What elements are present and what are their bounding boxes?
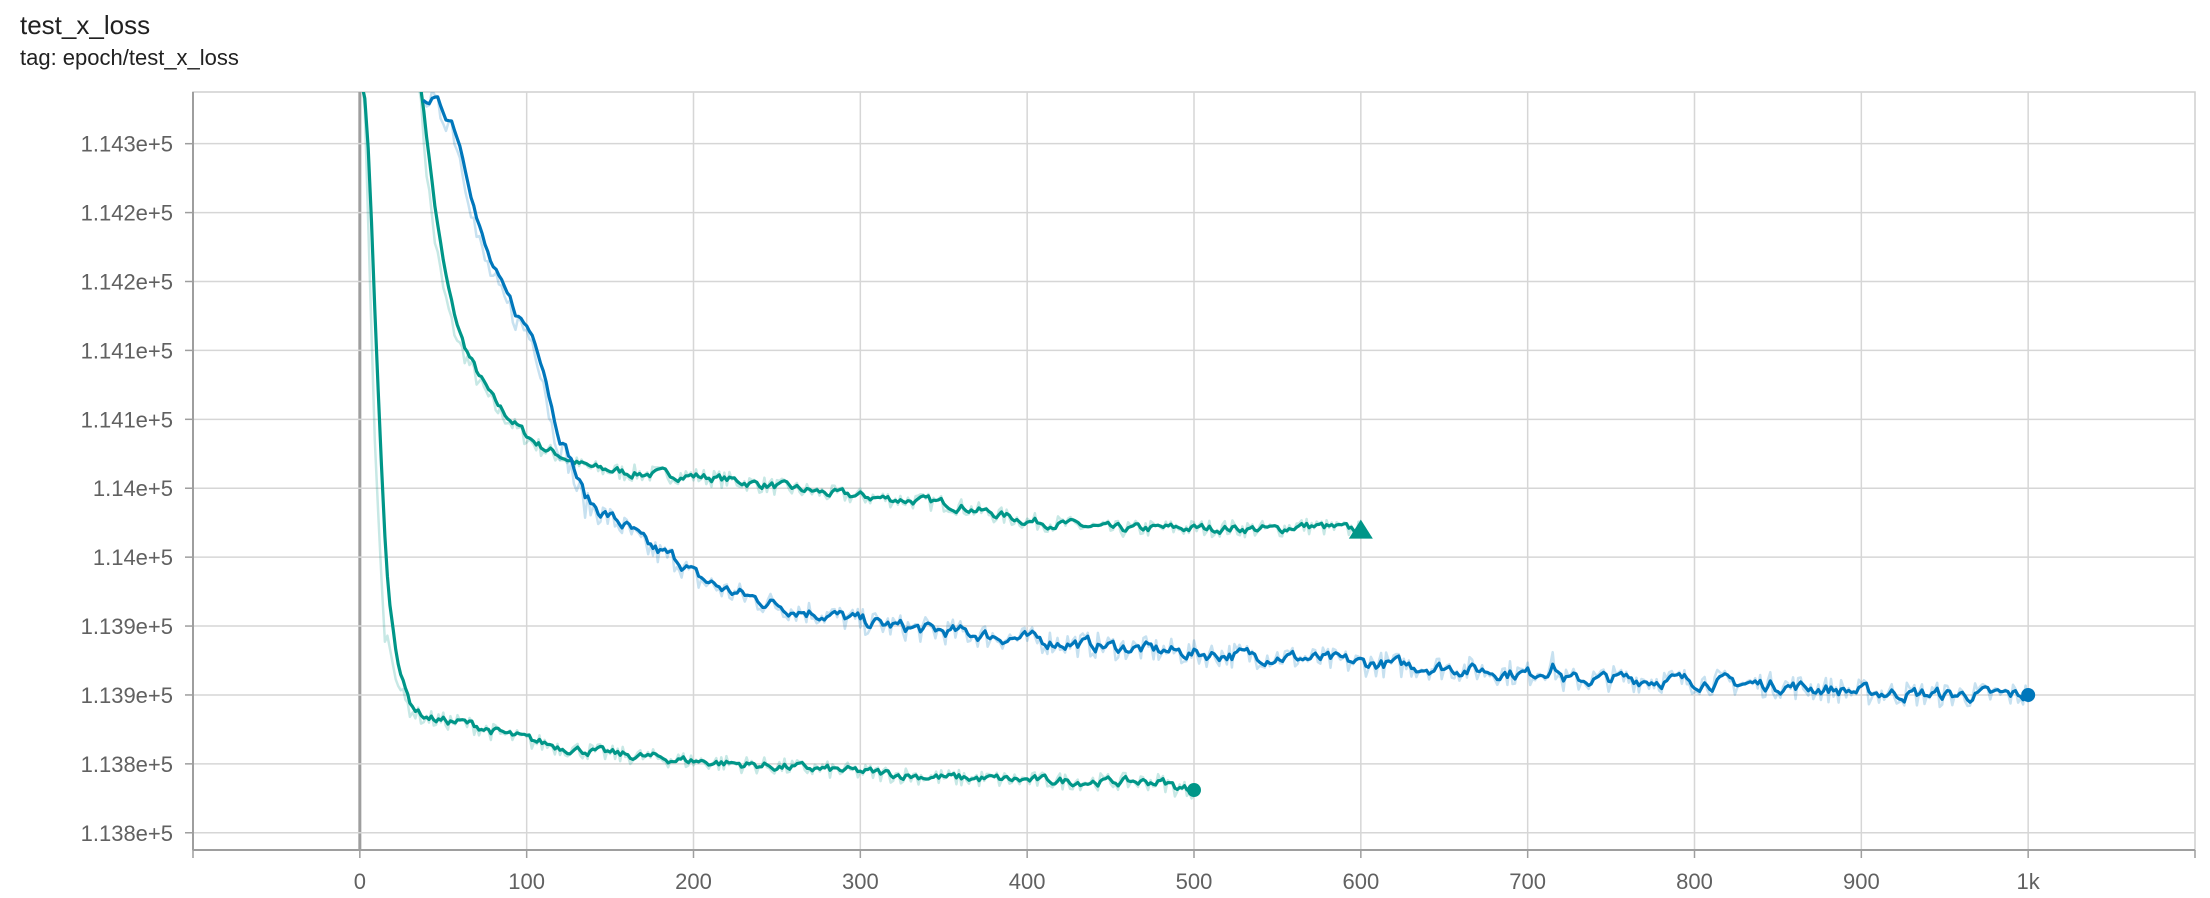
x-tick-label: 0 (354, 869, 366, 894)
y-tick-label: 1.142e+5 (81, 201, 173, 226)
y-tick-label: 1.143e+5 (81, 132, 173, 157)
chart-title: test_x_loss (20, 10, 151, 40)
grid (192, 91, 2196, 851)
series-3 (361, 92, 1195, 800)
series-2-raw-line (422, 92, 2030, 709)
x-tick-label: 200 (675, 869, 712, 894)
x-tick-label: 500 (1176, 869, 1213, 894)
x-tick-label: 800 (1676, 869, 1713, 894)
y-tick-label: 1.139e+5 (81, 683, 173, 708)
series-1-smoothed-line (419, 92, 1363, 535)
x-tick-label: 300 (842, 869, 879, 894)
x-tick-label: 900 (1843, 869, 1880, 894)
y-tick-label: 1.138e+5 (81, 752, 173, 777)
series-3-raw-line (362, 92, 1195, 800)
axes (185, 92, 2196, 858)
y-tick-label: 1.14e+5 (93, 545, 173, 570)
series-3-smoothed-line (361, 92, 1195, 796)
series-1 (418, 92, 1363, 539)
y-tick-label: 1.141e+5 (81, 338, 173, 363)
x-tick-label: 1k (2017, 869, 2041, 894)
x-tick-label: 700 (1509, 869, 1546, 894)
y-tick-label: 1.138e+5 (81, 821, 173, 846)
y-tick-label: 1.142e+5 (81, 270, 173, 295)
chart-subtitle: tag: epoch/test_x_loss (20, 45, 239, 70)
y-tick-label: 1.141e+5 (81, 407, 173, 432)
y-tick-label: 1.14e+5 (93, 476, 173, 501)
series-2 (422, 92, 2030, 709)
tick-labels: 0 100 200 300 400 500 600 700 800 900 1k 1.138e+5 1.… (81, 132, 2041, 894)
series-3-end-marker (1187, 783, 1201, 798)
series-1-end-marker (1348, 519, 1373, 539)
series-layer (361, 92, 2036, 800)
series-1-raw-line (418, 92, 1361, 539)
x-tick-label: 100 (508, 869, 545, 894)
y-tick-label: 1.139e+5 (81, 614, 173, 639)
series-2-smoothed-line (422, 95, 2030, 704)
x-tick-label: 400 (1009, 869, 1046, 894)
x-tick-label: 600 (1342, 869, 1379, 894)
series-2-end-marker (2021, 687, 2036, 702)
